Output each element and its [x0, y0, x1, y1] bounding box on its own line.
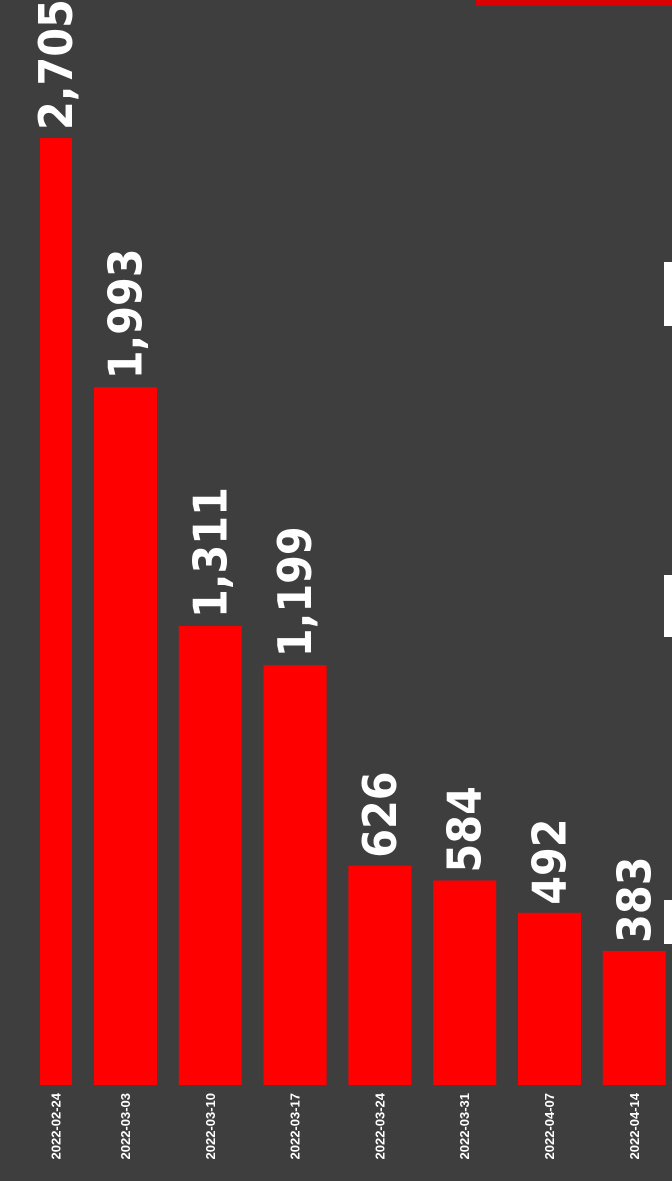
- top-accent-bar: [476, 0, 672, 6]
- x-tick-label: 2022-03-31: [457, 1093, 472, 1160]
- bar: [518, 912, 581, 1085]
- bar: [433, 880, 497, 1085]
- x-tick-label: 2022-02-24: [49, 1092, 64, 1159]
- value-label: 492: [523, 818, 577, 904]
- x-tick-label: 2022-03-24: [372, 1092, 387, 1159]
- bar: [348, 865, 412, 1085]
- x-tick-label: 2022-03-03: [118, 1093, 133, 1160]
- value-label: 383: [607, 857, 661, 943]
- cropped-mark: [664, 575, 672, 637]
- value-label: 626: [353, 771, 407, 857]
- value-label: 1,993: [99, 248, 153, 379]
- cropped-marks: [664, 262, 672, 944]
- value-label: 584: [438, 786, 492, 872]
- bars-group: [40, 138, 666, 1085]
- cropped-mark: [664, 262, 672, 326]
- x-tick-label: 2022-04-07: [542, 1093, 557, 1160]
- x-tick-labels-group: 2022-02-24 2022-03-03 2022-03-10 2022-03-17…: [49, 1092, 642, 1159]
- x-tick-label: 2022-03-17: [288, 1093, 303, 1160]
- cropped-mark: [664, 900, 672, 944]
- x-tick-label: 2022-04-14: [627, 1092, 642, 1159]
- bar: [94, 387, 157, 1085]
- bar: [178, 626, 242, 1085]
- bar: [40, 138, 72, 1085]
- value-label: 1,199: [268, 526, 322, 657]
- bar: [263, 665, 327, 1085]
- value-labels-group: 2,705 1,993 1,311 1,199 626 584 492 383: [29, 0, 661, 943]
- value-label: 1,311: [183, 487, 237, 618]
- x-tick-label: 2022-03-10: [203, 1093, 218, 1160]
- bar: [602, 950, 666, 1085]
- value-label: 2,705: [29, 0, 83, 130]
